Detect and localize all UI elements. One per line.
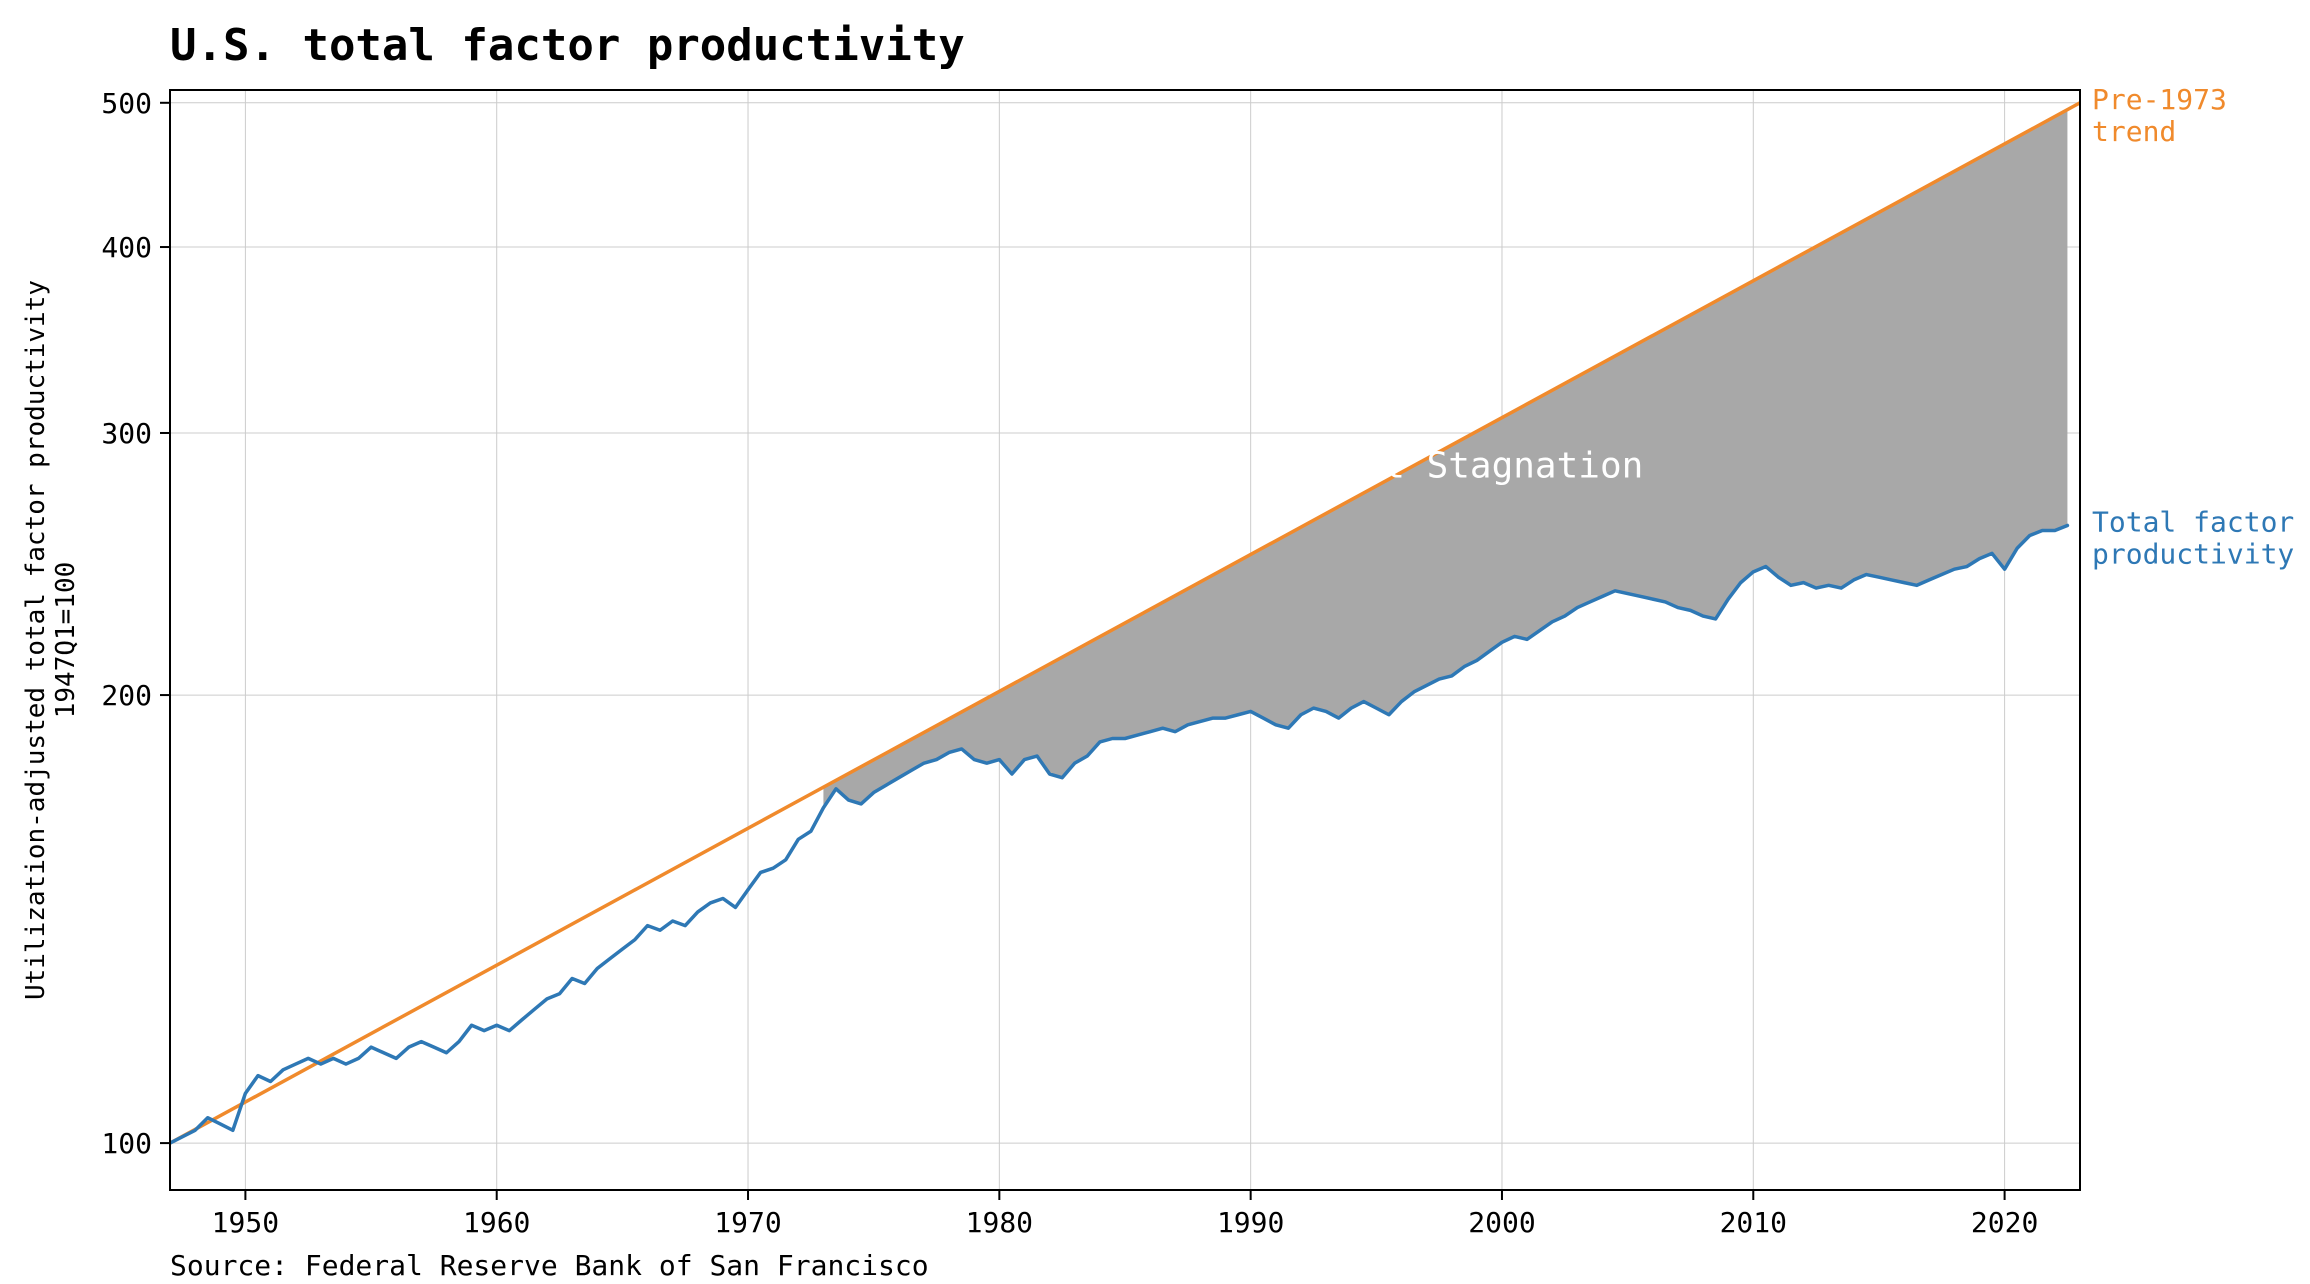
x-tick-label: 1970 xyxy=(714,1206,781,1239)
y-tick-label: 200 xyxy=(101,679,152,712)
x-tick-label: 1950 xyxy=(212,1206,279,1239)
x-tick-label: 2000 xyxy=(1468,1206,1535,1239)
tfp-chart: U.S. total factor productivity The Great … xyxy=(0,0,2310,1284)
x-tick-label: 1990 xyxy=(1217,1206,1284,1239)
tfp-label-2: productivity xyxy=(2092,537,2294,570)
x-tick-label: 1980 xyxy=(966,1206,1033,1239)
x-tick-label: 1960 xyxy=(463,1206,530,1239)
svg-text:Utilization-adjusted total fac: Utilization-adjusted total factor produc… xyxy=(21,280,51,1000)
y-tick-label: 400 xyxy=(101,231,152,264)
chart-container: U.S. total factor productivity The Great … xyxy=(0,0,2310,1284)
trend-label-2: trend xyxy=(2092,115,2176,148)
x-tick-label: 2020 xyxy=(1971,1206,2038,1239)
y-tick-label: 300 xyxy=(101,417,152,450)
y-tick-label: 500 xyxy=(101,87,152,120)
stagnation-annotation: The Great Stagnation xyxy=(1210,446,1643,487)
trend-label: Pre-1973 xyxy=(2092,83,2227,116)
tfp-label: Total factor xyxy=(2092,505,2294,538)
y-tick-label: 100 xyxy=(101,1127,152,1160)
chart-title: U.S. total factor productivity xyxy=(170,20,965,71)
x-tick-label: 2010 xyxy=(1720,1206,1787,1239)
source-text: Source: Federal Reserve Bank of San Fran… xyxy=(170,1249,929,1282)
svg-text:1947Q1=100: 1947Q1=100 xyxy=(51,562,81,719)
